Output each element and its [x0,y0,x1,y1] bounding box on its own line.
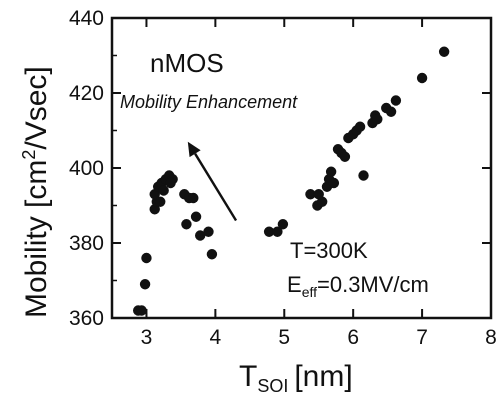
axis-ticks: 3 4 5 6 7 8 360 380 400 420 440 [69,7,497,349]
data-point [438,46,450,57]
data-point [190,211,202,222]
field-label: Eeff=0.3MV/cm [287,272,429,300]
data-point [277,219,289,230]
data-point [203,226,214,237]
data-point [372,114,383,125]
enhancement-arrowhead [187,141,201,158]
x-tick-label: 5 [278,326,290,349]
data-point [155,196,166,207]
y-tick-label: 380 [69,232,104,255]
temperature-label: T=300K [290,238,368,263]
x-axis-title-main: T [239,360,257,393]
y-tick-label: 420 [69,82,104,105]
data-point [181,219,192,230]
data-point [188,192,199,204]
x-axis-title-sub: SOI [257,376,288,396]
device-label: nMOS [150,48,224,78]
y-axis-title-sup: 2 [19,150,39,160]
data-point [165,177,176,189]
x-axis-title-unit: [nm] [294,360,352,393]
data-point [354,121,366,132]
x-tick-label: 8 [485,326,497,349]
data-point [158,185,169,196]
data-point [141,252,152,264]
y-axis-title: Mobility [cm2/Vsec] [19,66,53,318]
data-point [325,166,337,177]
data-points [132,46,450,316]
y-axis-title-main: Mobility [cm [20,160,53,318]
data-point [272,226,283,237]
y-axis-title-tail: /Vsec] [20,66,53,149]
data-point [385,106,397,117]
arrow [187,141,238,222]
data-point [339,151,351,162]
data-point [316,196,328,207]
enhancement-label: Mobility Enhancement [120,92,298,112]
data-point [358,170,369,181]
data-point [390,95,402,106]
x-tick-label: 4 [210,326,222,349]
data-point [305,189,316,200]
enhancement-arrow [194,153,238,222]
x-tick-label: 6 [347,326,359,349]
data-point [416,72,428,84]
field-label-sub: eff [302,284,317,300]
y-tick-label: 440 [69,7,104,30]
data-point [195,230,206,241]
data-point [328,177,340,189]
data-point [136,305,147,316]
x-axis-title: TSOI [nm] [239,360,353,396]
y-tick-label: 360 [69,307,104,330]
field-label-main: E [287,272,302,297]
field-label-tail: =0.3MV/cm [317,272,429,297]
x-tick-label: 3 [141,326,153,349]
data-point [139,279,151,290]
data-point [206,249,218,260]
data-point [263,226,275,237]
y-tick-label: 400 [69,157,104,180]
x-tick-label: 7 [416,326,428,349]
